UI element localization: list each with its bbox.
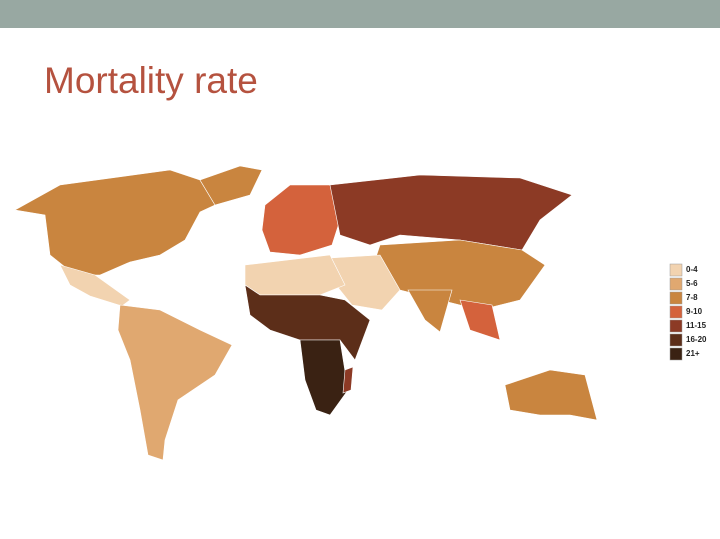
legend-swatch xyxy=(669,277,683,291)
legend-label: 5-6 xyxy=(686,279,698,288)
region xyxy=(244,254,346,296)
top-bar xyxy=(0,0,720,28)
legend-label: 16-20 xyxy=(686,335,707,344)
region xyxy=(329,174,573,251)
region xyxy=(14,169,216,276)
region xyxy=(459,299,501,341)
slide-title: Mortality rate xyxy=(44,60,258,101)
region xyxy=(117,304,233,461)
region xyxy=(261,184,341,256)
region xyxy=(199,165,263,206)
legend-label: 0-4 xyxy=(686,265,698,274)
legend-label: 7-8 xyxy=(686,293,698,302)
legend-label: 9-10 xyxy=(686,307,703,316)
legend-swatch xyxy=(669,333,683,347)
legend-swatch xyxy=(669,291,683,305)
region xyxy=(407,289,453,333)
region xyxy=(342,366,354,394)
legend-swatch xyxy=(669,347,683,361)
region xyxy=(504,369,598,421)
legend-label: 21+ xyxy=(686,349,700,358)
region xyxy=(299,339,349,416)
legend-label: 11-15 xyxy=(686,321,707,330)
legend-swatch xyxy=(669,319,683,333)
legend: 0-4 5-6 7-8 9-10 11-15 16-20 21+ xyxy=(669,263,707,361)
legend-swatch xyxy=(669,305,683,319)
region xyxy=(369,239,546,311)
legend-swatch xyxy=(669,263,683,277)
region xyxy=(244,284,371,361)
